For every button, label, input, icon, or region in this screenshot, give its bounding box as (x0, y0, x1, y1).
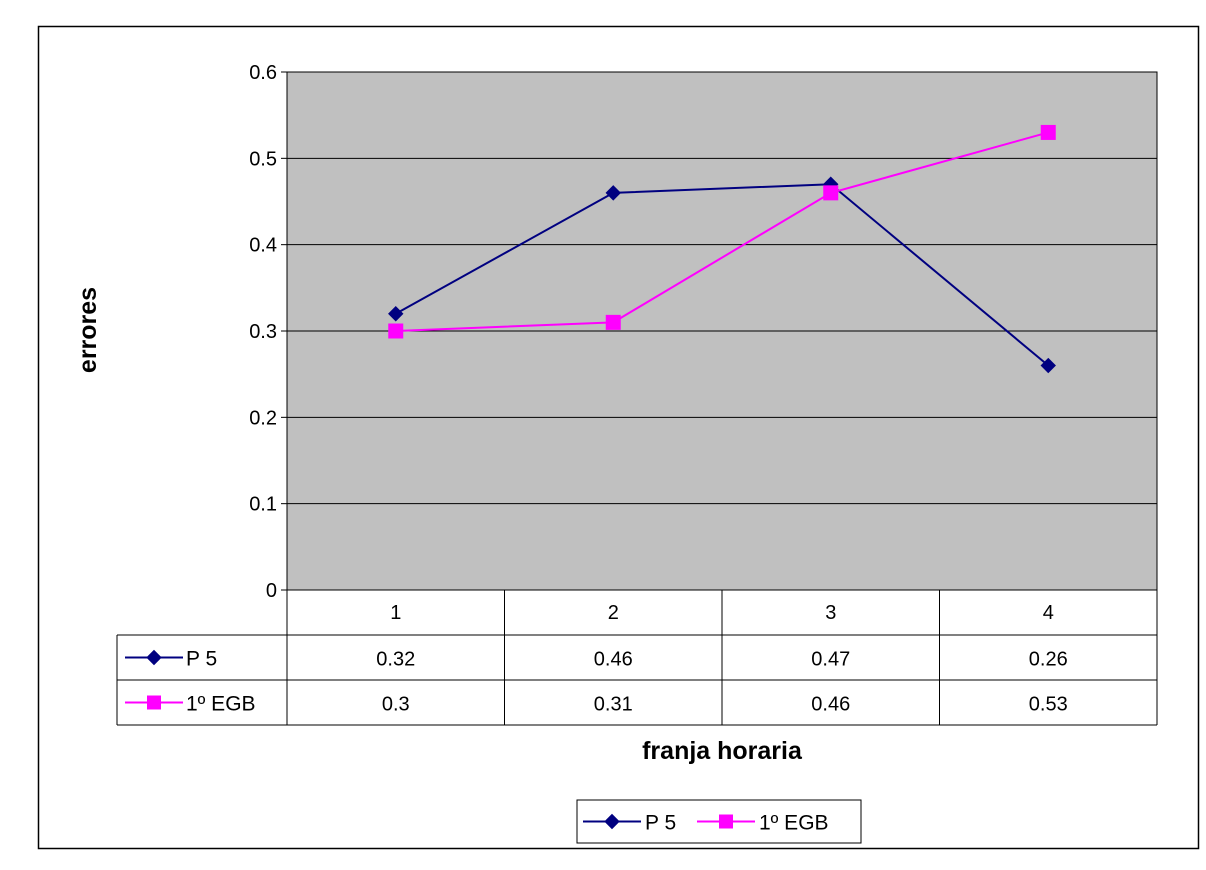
table-legend-marker (146, 649, 162, 666)
y-axis-label: errores (74, 287, 102, 373)
table-legend-marker (147, 695, 161, 710)
x-tick-label: 2 (608, 602, 619, 624)
data-point (388, 306, 404, 322)
table-series-name: P 5 (186, 648, 217, 671)
x-tick-label: 3 (825, 602, 836, 624)
y-tick-label: 0.3 (249, 321, 277, 343)
data-point (1040, 357, 1056, 374)
data-point (605, 314, 621, 330)
table-cell-value: 0.26 (1029, 649, 1068, 671)
data-point (388, 323, 404, 339)
y-tick-label: 0 (266, 580, 277, 602)
table-cell-value: 0.46 (811, 694, 850, 716)
x-tick-label: 4 (1043, 602, 1054, 624)
series-line (395, 131, 1049, 332)
x-tick-label: 1 (390, 602, 401, 624)
y-tick-label: 0.6 (249, 62, 277, 84)
legend-label: P 5 (645, 812, 676, 835)
y-tick-label: 0.1 (249, 494, 277, 516)
legend: P 5 1º EGB (576, 799, 862, 844)
y-tick-label: 0.2 (249, 407, 277, 429)
legend-marker (604, 813, 620, 830)
y-axis-ticks: 0 0.1 0.2 0.3 0.4 0.5 0.6 (249, 62, 287, 602)
data-point (823, 185, 839, 201)
data-point (605, 185, 621, 201)
table-cell-value: 0.3 (382, 694, 410, 716)
y-tick-label: 0.5 (249, 148, 277, 170)
gridlines (287, 157, 1157, 505)
series-line (395, 183, 1049, 367)
table-cell-value: 0.46 (594, 649, 633, 671)
table-cell-value: 0.31 (594, 694, 633, 716)
y-tick-label: 0.4 (249, 235, 277, 257)
table-series-name: 1º EGB (186, 693, 256, 716)
table-cell-value: 0.47 (811, 649, 850, 671)
legend-marker (719, 814, 733, 829)
legend-label: 1º EGB (759, 812, 829, 835)
table-cell-value: 0.32 (376, 649, 415, 671)
series-layer (388, 124, 1056, 374)
data-table: 1 2 3 4 P 5 0.32 0.46 0.47 0.26 1º EGB 0.3 0.31 0.46… (116, 589, 1158, 726)
data-point (1040, 124, 1056, 140)
x-axis-label: franja horaria (642, 737, 803, 765)
table-cell-value: 0.53 (1029, 694, 1068, 716)
